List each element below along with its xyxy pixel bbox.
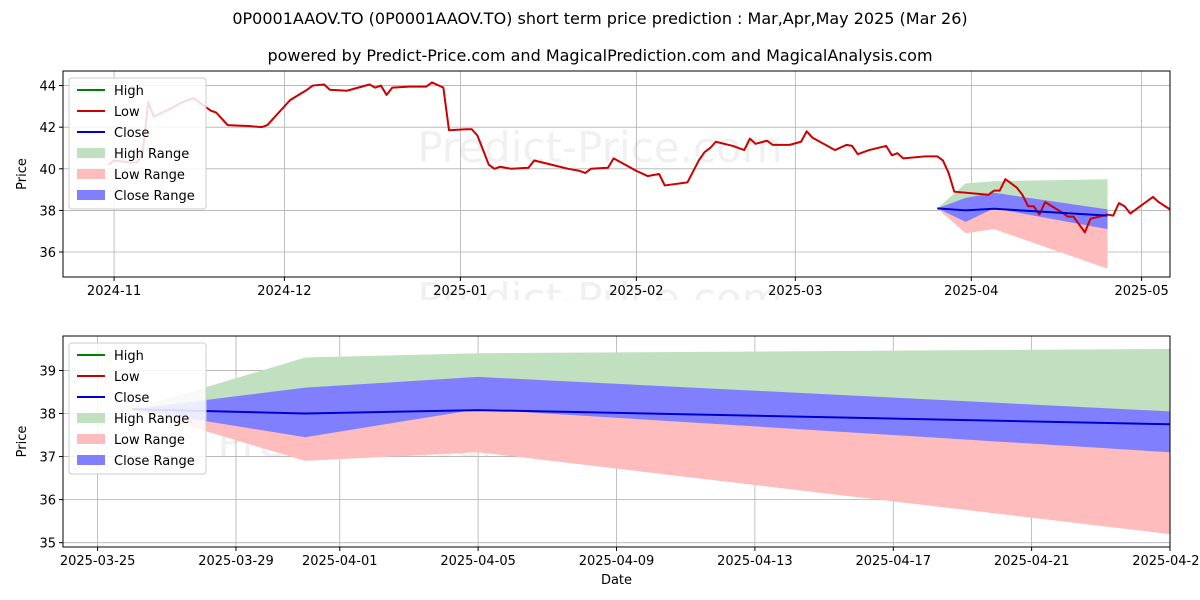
x-axis-label: Date bbox=[601, 573, 632, 588]
legend-item-high-range-label: High Range bbox=[114, 412, 189, 427]
chart-subtitle: powered by Predict-Price.com and Magical… bbox=[267, 46, 933, 65]
legend-item-low-range-swatch bbox=[77, 169, 105, 179]
close-series-line bbox=[132, 408, 1170, 426]
legend-item-high-range-swatch bbox=[77, 148, 105, 158]
x-tick-label: 2025-04-13 bbox=[717, 554, 793, 569]
close-series-line bbox=[937, 207, 1108, 217]
legend-item-low-range-label: Low Range bbox=[114, 168, 185, 183]
x-tick-label: 2025-04-01 bbox=[302, 554, 378, 569]
y-tick-label: 40 bbox=[39, 163, 56, 178]
low-series-line bbox=[107, 81, 1170, 234]
y-tick-label: 44 bbox=[39, 80, 56, 95]
legend-item-high-label: High bbox=[114, 349, 144, 364]
y-tick-label: 36 bbox=[39, 494, 56, 509]
y-axis-label: Price bbox=[15, 426, 30, 458]
chart-title: 0P0001AAOV.TO (0P0001AAOV.TO) short term… bbox=[232, 9, 968, 28]
legend-item-close-range-label: Close Range bbox=[114, 454, 195, 469]
legend-item-low-label: Low bbox=[114, 370, 140, 385]
x-tick-label: 2025-04-05 bbox=[440, 554, 516, 569]
x-tick-label: 2025-04-25 bbox=[1132, 554, 1200, 569]
y-axis-label: Price bbox=[15, 158, 30, 190]
legend-item-close-range-swatch bbox=[77, 190, 105, 200]
x-tick-label: 2024-11 bbox=[87, 284, 141, 299]
y-tick-label: 42 bbox=[39, 121, 56, 136]
legend: High Low Close High Range Low Range Close Ran… bbox=[68, 342, 207, 475]
legend-item-high-range-label: High Range bbox=[114, 147, 189, 162]
plot-area bbox=[107, 81, 1170, 269]
legend-item-high-range-swatch bbox=[77, 413, 105, 423]
x-tick-label: 2025-02 bbox=[609, 284, 663, 299]
legend-item-high-label: High bbox=[114, 84, 144, 99]
legend-item-close-label: Close bbox=[114, 126, 149, 141]
x-tick-label: 2025-04 bbox=[944, 284, 998, 299]
plot-area bbox=[132, 348, 1170, 535]
y-tick-label: 35 bbox=[39, 537, 56, 552]
y-tick-label: 37 bbox=[39, 451, 56, 466]
x-tick-label: 2025-04-17 bbox=[855, 554, 931, 569]
y-tick-label: 38 bbox=[39, 204, 56, 219]
x-tick-label: 2025-03-25 bbox=[60, 554, 136, 569]
legend-item-close-range-swatch bbox=[77, 455, 105, 465]
legend-item-low-range-label: Low Range bbox=[114, 433, 185, 448]
forecast-chart: Predict-Price.comPredict-Price.com2025-0… bbox=[15, 335, 1200, 588]
low-range-area bbox=[132, 409, 1170, 535]
y-tick-label: 36 bbox=[39, 246, 56, 261]
history-chart: Predict-Price.com Predict-Price.com 2024-1… bbox=[15, 70, 1171, 300]
legend-item-close-label: Close bbox=[114, 391, 149, 406]
legend: High Low Close High Range Low Range Close Ran… bbox=[68, 77, 207, 210]
x-tick-label: 2025-04-09 bbox=[579, 554, 655, 569]
x-tick-label: 2025-01 bbox=[433, 284, 487, 299]
watermark-text: Predict-Price.com bbox=[417, 123, 782, 172]
x-tick-label: 2024-12 bbox=[257, 284, 311, 299]
x-tick-label: 2025-04-21 bbox=[994, 554, 1070, 569]
y-tick-label: 38 bbox=[39, 408, 56, 423]
watermark-text: Predict-Price.com bbox=[417, 274, 782, 300]
legend-item-low-label: Low bbox=[114, 105, 140, 120]
low-range-area bbox=[937, 208, 1108, 269]
y-tick-label: 39 bbox=[39, 364, 56, 379]
x-tick-label: 2025-03 bbox=[768, 284, 822, 299]
legend-item-low-range-swatch bbox=[77, 434, 105, 444]
x-tick-label: 2025-03-29 bbox=[198, 554, 274, 569]
x-tick-label: 2025-05 bbox=[1114, 284, 1168, 299]
plot-frame bbox=[62, 70, 1171, 278]
legend-item-close-range-label: Close Range bbox=[114, 189, 195, 204]
